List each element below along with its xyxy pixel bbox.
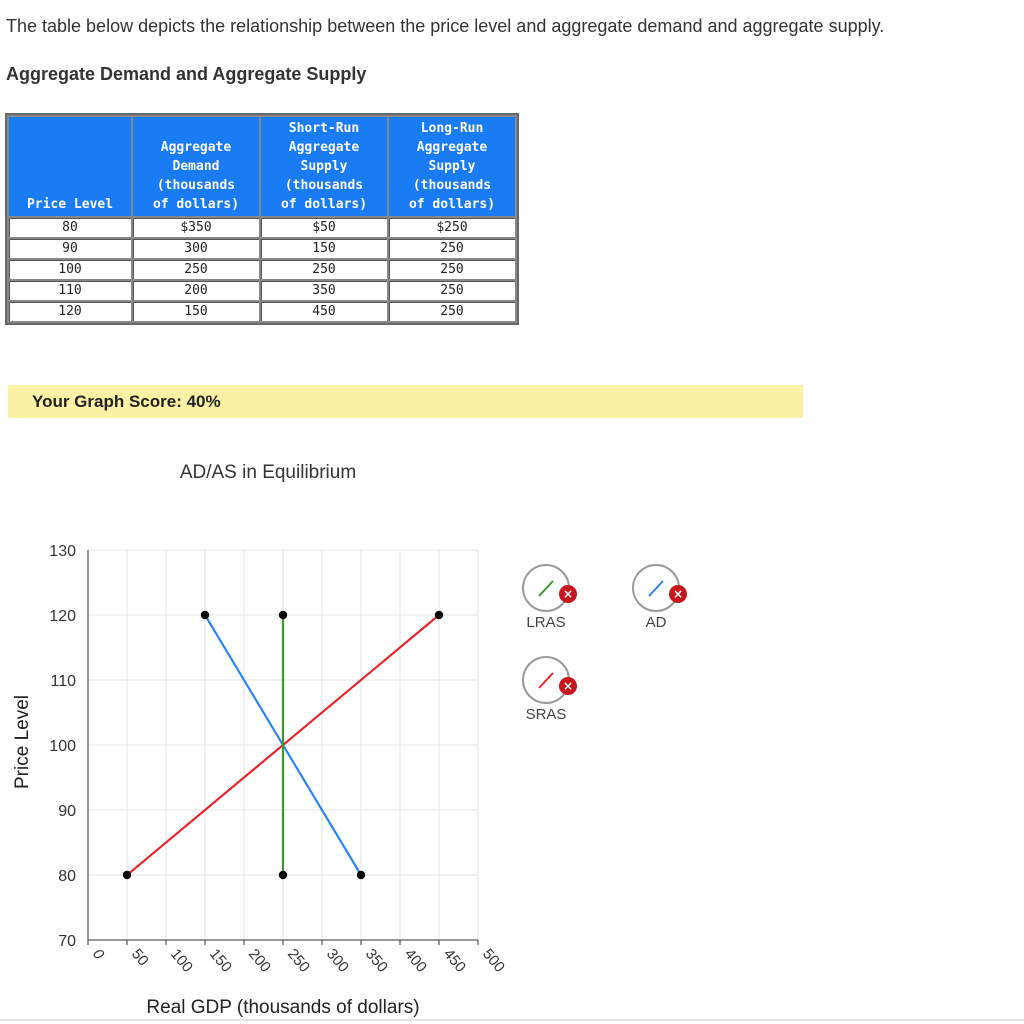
bottom-divider (0, 1019, 1024, 1021)
x-tick-label: 250 (284, 946, 313, 976)
data-point-ad (356, 870, 366, 880)
y-tick-label: 80 (58, 868, 76, 885)
table-cell: 250 (133, 260, 259, 279)
table-cell: 110 (9, 281, 131, 300)
incorrect-icon: × (669, 585, 687, 603)
table-cell: $350 (133, 218, 259, 237)
legend-label: SRAS (525, 706, 567, 723)
incorrect-icon: × (559, 677, 577, 695)
table-cell: 250 (261, 260, 387, 279)
table-header-row: Price Level Aggregate Demand (thousands … (9, 117, 515, 216)
table-cell: 150 (261, 239, 387, 258)
table-cell: 300 (133, 239, 259, 258)
table-cell: $50 (261, 218, 387, 237)
x-tick-label: 0 (89, 946, 108, 964)
data-point-ad (200, 610, 210, 620)
table-cell: 120 (9, 302, 131, 321)
table-cell: 80 (9, 218, 131, 237)
ad-as-chart[interactable]: 70 80 90 100 110 120 130 0 50 100 150 200 250 300 350 4… (0, 440, 1024, 1024)
table-cell: 250 (389, 302, 515, 321)
legend-label: LRAS (526, 614, 566, 631)
y-axis-label: Price Level (12, 695, 33, 789)
table-cell: 250 (389, 260, 515, 279)
y-tick-label: 130 (49, 543, 76, 560)
y-tick-label: 110 (50, 673, 76, 690)
table-cell: 200 (133, 281, 259, 300)
ad-as-table: Price Level Aggregate Demand (thousands … (5, 113, 519, 325)
table-title: Aggregate Demand and Aggregate Supply (6, 64, 367, 84)
table-cell: 350 (261, 281, 387, 300)
x-axis-label: Real GDP (thousands of dollars) (146, 997, 419, 1018)
x-tick-label: 50 (128, 946, 152, 970)
y-tick-label: 90 (58, 803, 76, 820)
table-cell: 450 (261, 302, 387, 321)
table-cell: 90 (9, 239, 131, 258)
x-tick-label: 200 (245, 946, 274, 976)
legend-label: AD (645, 614, 667, 631)
header-price-level: Price Level (9, 117, 131, 216)
data-point-lras (278, 870, 288, 880)
header-long-run-supply: Long-Run Aggregate Supply (thousands of … (389, 117, 515, 216)
x-tick-label: 100 (167, 946, 196, 976)
line-tool-icon[interactable]: × (632, 564, 687, 612)
header-aggregate-demand: Aggregate Demand (thousands of dollars) (133, 117, 259, 216)
x-tick-label: 350 (362, 946, 391, 976)
chart-title: AD/AS in Equilibrium (180, 462, 356, 483)
x-tick-label: 150 (206, 946, 235, 976)
table-cell: 250 (389, 239, 515, 258)
data-point-sras (434, 610, 444, 620)
legend-tool-ad[interactable]: × AD (626, 564, 687, 631)
x-tick-label: 300 (323, 946, 352, 976)
intro-text: The table below depicts the relationship… (6, 16, 885, 36)
incorrect-icon: × (559, 585, 577, 603)
table-row: 80 $350 $50 $250 (9, 218, 515, 237)
x-tick-label: 400 (401, 946, 430, 976)
data-point-sras (122, 870, 132, 880)
y-tick-label: 70 (58, 933, 76, 950)
table-cell: 250 (389, 281, 515, 300)
y-tick-label: 120 (49, 608, 76, 625)
line-tool-icon[interactable]: × (522, 564, 577, 612)
legend-tool-sras[interactable]: × SRAS (516, 656, 577, 723)
data-point-lras (278, 610, 288, 620)
legend-tool-lras[interactable]: × LRAS (516, 564, 577, 631)
table-row: 90 300 150 250 (9, 239, 515, 258)
x-tick-label: 500 (479, 946, 508, 976)
graph-score: Your Graph Score: 40% (8, 385, 803, 418)
table-row: 110 200 350 250 (9, 281, 515, 300)
table-cell: $250 (389, 218, 515, 237)
y-tick-label: 100 (49, 738, 76, 755)
header-short-run-supply: Short-Run Aggregate Supply (thousands of… (261, 117, 387, 216)
table-cell: 100 (9, 260, 131, 279)
x-tick-label: 450 (440, 946, 469, 976)
table-row: 120 150 450 250 (9, 302, 515, 321)
table-row: 100 250 250 250 (9, 260, 515, 279)
table-cell: 150 (133, 302, 259, 321)
line-tool-icon[interactable]: × (522, 656, 577, 704)
